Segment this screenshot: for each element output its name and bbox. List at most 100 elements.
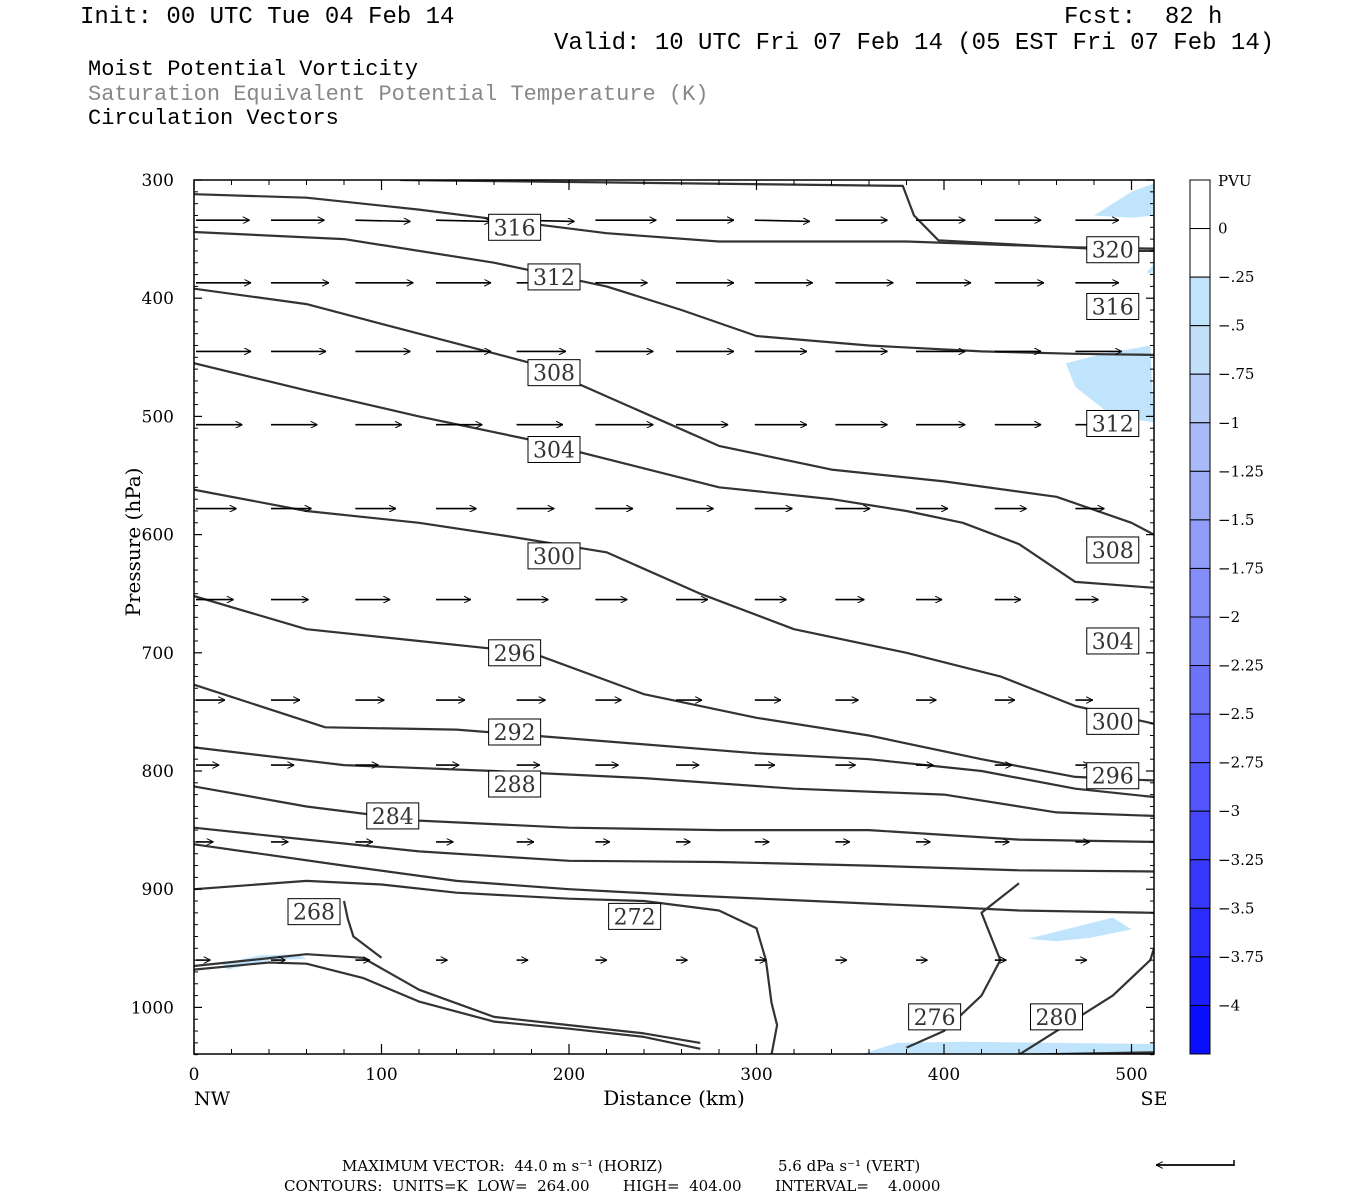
- circulation-vectors: [196, 220, 1122, 960]
- reference-vector: [1156, 1160, 1235, 1166]
- axes: 300 400 500 600 700 800 900 1000 0 100 200 300 400 50…: [131, 171, 1154, 1085]
- colorbar-level-label: −1.25: [1218, 462, 1264, 480]
- init-time: Init: 00 UTC Tue 04 Feb 14: [80, 4, 455, 31]
- contour-label-text: 308: [533, 362, 575, 387]
- pv-shading: [222, 183, 1154, 1054]
- contour-label-text: 316: [1092, 295, 1134, 320]
- colorbar-level-label: −3.25: [1218, 851, 1264, 869]
- contour-label: 316: [488, 213, 542, 241]
- contour-line-18: [1018, 947, 1154, 1054]
- x-tick-label: 200: [553, 1065, 585, 1085]
- colorbar-level-label: −.25: [1218, 268, 1254, 286]
- colorbar-swatch: [1189, 179, 1211, 230]
- x-tick-label: 500: [1115, 1065, 1147, 1085]
- contour-line-14: [194, 953, 701, 1044]
- y-tick-label: 700: [142, 644, 174, 664]
- pv-region-5: [1146, 262, 1154, 275]
- vector-arrow: [355, 220, 410, 221]
- colorbar-level-label: −2: [1218, 608, 1240, 626]
- contour-label-text: 300: [533, 545, 575, 570]
- contour-label-text: 272: [614, 905, 656, 930]
- contour-line-5: [194, 488, 1154, 725]
- colorbar-swatch: [1189, 616, 1211, 667]
- contour-line-9: [194, 785, 1154, 843]
- y-axis-title: Pressure (hPa): [121, 468, 145, 617]
- endpoint-right-label: SE: [1141, 1088, 1168, 1110]
- colorbar-level-label: −4: [1218, 996, 1240, 1014]
- contour-info-text: CONTOURS: UNITS=K LOW= 264.00 HIGH= 404.…: [284, 1177, 941, 1195]
- contour-label: 312: [1086, 409, 1140, 437]
- colorbar-swatch: [1189, 325, 1211, 375]
- colorbar-level-label: −3: [1218, 802, 1240, 820]
- contour-label-text: 276: [914, 1006, 956, 1031]
- x-tick-label: 400: [928, 1065, 960, 1085]
- colorbar-swatch: [1189, 470, 1211, 521]
- y-tick-label: 800: [142, 762, 174, 782]
- contour-label-text: 292: [494, 721, 536, 746]
- contour-label: 316: [1086, 292, 1140, 320]
- theta-es-contours: [194, 180, 1154, 1054]
- contour-label-text: 300: [1092, 710, 1134, 735]
- colorbar-swatch: [1189, 519, 1211, 569]
- contour-line-12: [194, 879, 779, 1054]
- colorbar-level-label: −1.75: [1218, 559, 1264, 577]
- contour-label-text: 304: [533, 438, 575, 463]
- colorbar-swatch: [1189, 1004, 1211, 1055]
- colorbar-swatch: [1189, 373, 1211, 424]
- colorbar-swatch: [1189, 276, 1211, 327]
- colorbar-level-label: −.75: [1218, 365, 1254, 383]
- contour-label-text: 312: [533, 266, 575, 291]
- title-pv: Moist Potential Vorticity: [88, 57, 419, 82]
- colorbar-swatch: [1189, 762, 1211, 812]
- contour-label: 292: [488, 718, 542, 746]
- colorbar-level-label: −2.75: [1218, 754, 1264, 772]
- colorbar-swatch: [1189, 956, 1211, 1006]
- contour-line-16: [342, 900, 383, 959]
- contour-line-8: [194, 746, 1154, 817]
- max-vector-text: MAXIMUM VECTOR: 44.0 m s⁻¹ (HORIZ): [342, 1157, 663, 1175]
- colorbar-title: PVU: [1218, 172, 1252, 190]
- colorbar-level-label: −3.75: [1218, 948, 1264, 966]
- colorbar-swatch: [1189, 859, 1211, 909]
- y-tick-label: 300: [142, 171, 174, 191]
- vector-arrow: [754, 220, 810, 221]
- contour-label-text: 288: [494, 773, 536, 798]
- y-tick-label: 600: [142, 526, 174, 546]
- contour-label: 296: [488, 639, 542, 667]
- contour-line-11: [194, 843, 1154, 914]
- x-tick-label: 0: [189, 1065, 200, 1085]
- colorbar-level-label: −1: [1218, 414, 1240, 432]
- colorbar-swatch: [1189, 810, 1211, 861]
- colorbar-level-label: 0: [1218, 220, 1228, 238]
- contour-label-text: 296: [494, 642, 536, 667]
- contour-label-text: 280: [1036, 1006, 1078, 1031]
- colorbar-swatch: [1189, 422, 1211, 472]
- contour-label-text: 316: [494, 216, 536, 241]
- forecast-hour: Fcst: 82 h: [1064, 4, 1223, 31]
- colorbar-level-label: −1.5: [1218, 511, 1254, 529]
- x-axis-title: Distance (km): [603, 1086, 745, 1110]
- colorbar-swatch: [1189, 907, 1211, 958]
- colorbar-level-label: −2.25: [1218, 657, 1264, 675]
- vert-vector-text: 5.6 dPa s⁻¹ (VERT): [778, 1157, 921, 1175]
- y-tick-label: 400: [142, 289, 174, 309]
- contour-label: 308: [527, 359, 581, 387]
- colorbar-swatch: [1189, 228, 1211, 278]
- contour-line-2: [194, 230, 1154, 356]
- colorbar-swatch: [1189, 567, 1211, 618]
- title-theta-es: Saturation Equivalent Potential Temperat…: [88, 82, 709, 107]
- pv-region-1: [1065, 345, 1154, 423]
- contour-line-4: [194, 362, 1154, 589]
- contour-label: 300: [527, 542, 581, 570]
- title-vectors: Circulation Vectors: [88, 106, 339, 131]
- contour-line-7: [194, 683, 1154, 799]
- x-tick-label: 300: [740, 1065, 772, 1085]
- pv-region-2: [1028, 917, 1132, 942]
- contour-label: 288: [488, 770, 542, 798]
- contour-label: 268: [287, 898, 341, 926]
- contour-labels: 316 312 308 304 300 296 292 288 284 268 272 276 280 3…: [287, 213, 1140, 1031]
- contour-label-text: 304: [1092, 630, 1134, 655]
- contour-line-10: [194, 826, 1154, 873]
- contour-label: 312: [527, 263, 581, 291]
